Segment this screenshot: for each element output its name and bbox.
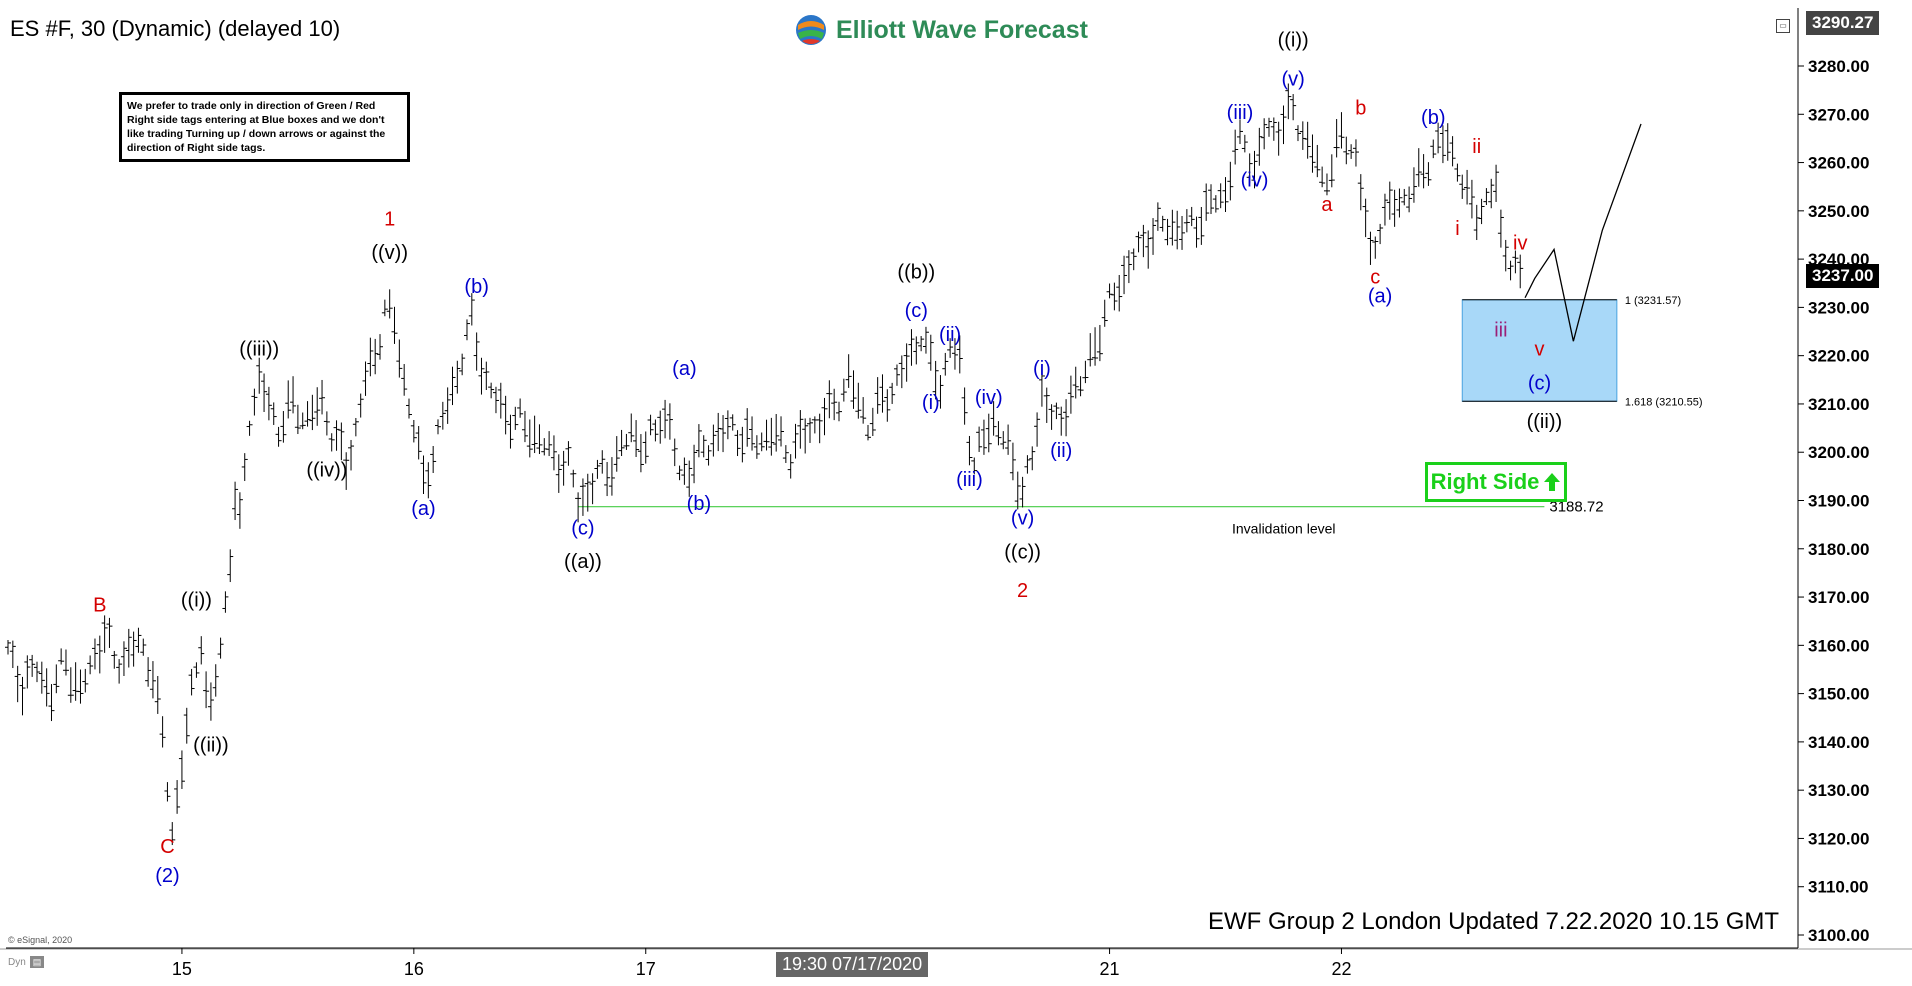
wave-label: (v) bbox=[1011, 508, 1034, 530]
logo-text: Elliott Wave Forecast bbox=[836, 15, 1088, 44]
wave-label: (b) bbox=[464, 276, 488, 298]
last-price-label: 3237.00 bbox=[1806, 264, 1880, 288]
x-tick-label: 15 bbox=[172, 959, 192, 979]
wave-label: ((ii)) bbox=[1527, 411, 1563, 433]
projection-path bbox=[1524, 123, 1642, 342]
wave-label: (iii) bbox=[956, 469, 983, 491]
wave-label: 1 bbox=[384, 208, 395, 230]
wave-label: (v) bbox=[1281, 68, 1304, 90]
wave-label: ((i)) bbox=[181, 590, 212, 612]
y-tick-label: 3200.00 bbox=[1808, 443, 1869, 462]
fib-1618-label: 1.618 (3210.55) bbox=[1625, 396, 1703, 408]
y-tick-label: 3150.00 bbox=[1808, 685, 1869, 704]
x-tick-label: 22 bbox=[1331, 959, 1351, 979]
wave-label: b bbox=[1355, 97, 1366, 119]
x-tick-label: 21 bbox=[1100, 959, 1120, 979]
crosshair-time-label: 19:30 07/17/2020 bbox=[776, 952, 929, 977]
wave-label: ((iii)) bbox=[239, 339, 279, 361]
x-tick-label: 16 bbox=[404, 959, 424, 979]
wave-label: ((c)) bbox=[1004, 541, 1041, 563]
wave-label: ((ii)) bbox=[193, 735, 229, 757]
wave-label: (ii) bbox=[939, 324, 961, 346]
update-footer: EWF Group 2 London Updated 7.22.2020 10.… bbox=[1208, 908, 1780, 935]
wave-label: (a) bbox=[1368, 286, 1392, 308]
wave-label: (b) bbox=[687, 493, 711, 515]
globe-logo-icon bbox=[796, 15, 826, 45]
y-tick-label: 3180.00 bbox=[1808, 540, 1869, 559]
wave-label: v bbox=[1535, 339, 1545, 361]
wave-label: (i) bbox=[922, 392, 940, 414]
wave-label: (c) bbox=[905, 300, 928, 322]
y-tick-label: 3170.00 bbox=[1808, 588, 1869, 607]
dyn-label: Dyn bbox=[8, 957, 26, 968]
wave-label: (c) bbox=[571, 517, 594, 539]
wave-label: c bbox=[1370, 266, 1380, 288]
wave-label: ((a)) bbox=[564, 551, 602, 573]
wave-label: (iii) bbox=[1227, 102, 1254, 124]
wave-label: ((iv)) bbox=[306, 459, 347, 481]
y-tick-label: 3110.00 bbox=[1808, 878, 1869, 897]
wave-label: ((v)) bbox=[371, 242, 408, 264]
window-restore-icon[interactable]: ▭ bbox=[1776, 19, 1790, 33]
copyright-text: © eSignal, 2020 bbox=[8, 935, 73, 945]
wave-label: i bbox=[1455, 218, 1459, 240]
wave-label: (a) bbox=[672, 358, 696, 380]
y-tick-label: 3160.00 bbox=[1808, 636, 1869, 655]
invalidation-price-label: 3188.72 bbox=[1549, 499, 1603, 516]
invalidation-text: Invalidation level bbox=[1232, 521, 1336, 537]
chart-title: ES #F, 30 (Dynamic) (delayed 10) bbox=[10, 16, 341, 41]
wave-label: (a) bbox=[411, 498, 435, 520]
y-tick-label: 3140.00 bbox=[1808, 733, 1869, 752]
x-tick-label: 17 bbox=[636, 959, 656, 979]
y-tick-label: 3120.00 bbox=[1808, 829, 1869, 848]
fib-1-label: 1 (3231.57) bbox=[1625, 295, 1681, 307]
wave-label: (b) bbox=[1421, 107, 1445, 129]
y-tick-label: 3260.00 bbox=[1808, 154, 1869, 173]
wave-label: 2 bbox=[1017, 580, 1028, 602]
wave-label: B bbox=[93, 595, 106, 617]
y-tick-label: 3250.00 bbox=[1808, 202, 1869, 221]
arrow-up-icon bbox=[1544, 473, 1561, 491]
blue-target-box bbox=[1461, 299, 1618, 402]
wave-label: (2) bbox=[155, 865, 179, 887]
wave-label: iv bbox=[1513, 232, 1527, 254]
y-tick-label: 3220.00 bbox=[1808, 347, 1869, 366]
y-tick-label: 3130.00 bbox=[1808, 781, 1869, 800]
wave-label: (ii) bbox=[1050, 440, 1072, 462]
wave-label: a bbox=[1321, 194, 1333, 216]
ewf-logo: Elliott Wave Forecast bbox=[794, 12, 1088, 48]
y-tick-label: 3230.00 bbox=[1808, 298, 1869, 317]
wave-label: ((i)) bbox=[1278, 30, 1309, 52]
wave-label: (i) bbox=[1033, 358, 1051, 380]
wave-label: iii bbox=[1494, 319, 1507, 341]
wave-label: (iv) bbox=[975, 387, 1003, 409]
dyn-settings-icon[interactable]: ▤ bbox=[30, 956, 44, 968]
y-tick-label: 3280.00 bbox=[1808, 57, 1869, 76]
wave-label: ii bbox=[1472, 136, 1481, 158]
y-tick-label: 3190.00 bbox=[1808, 492, 1869, 511]
wave-label: (c) bbox=[1528, 372, 1551, 394]
wave-label: ((b)) bbox=[897, 261, 935, 283]
top-price-label: 3290.27 bbox=[1806, 11, 1880, 35]
y-tick-label: 3270.00 bbox=[1808, 105, 1869, 124]
wave-label: C bbox=[160, 836, 174, 858]
disclaimer-box: We prefer to trade only in direction of … bbox=[119, 92, 410, 162]
right-side-label: Right Side bbox=[1430, 469, 1540, 494]
y-tick-label: 3100.00 bbox=[1808, 926, 1869, 945]
wave-label: (iv) bbox=[1241, 170, 1269, 192]
y-tick-label: 3210.00 bbox=[1808, 395, 1869, 414]
right-side-badge: Right Side bbox=[1425, 462, 1567, 502]
